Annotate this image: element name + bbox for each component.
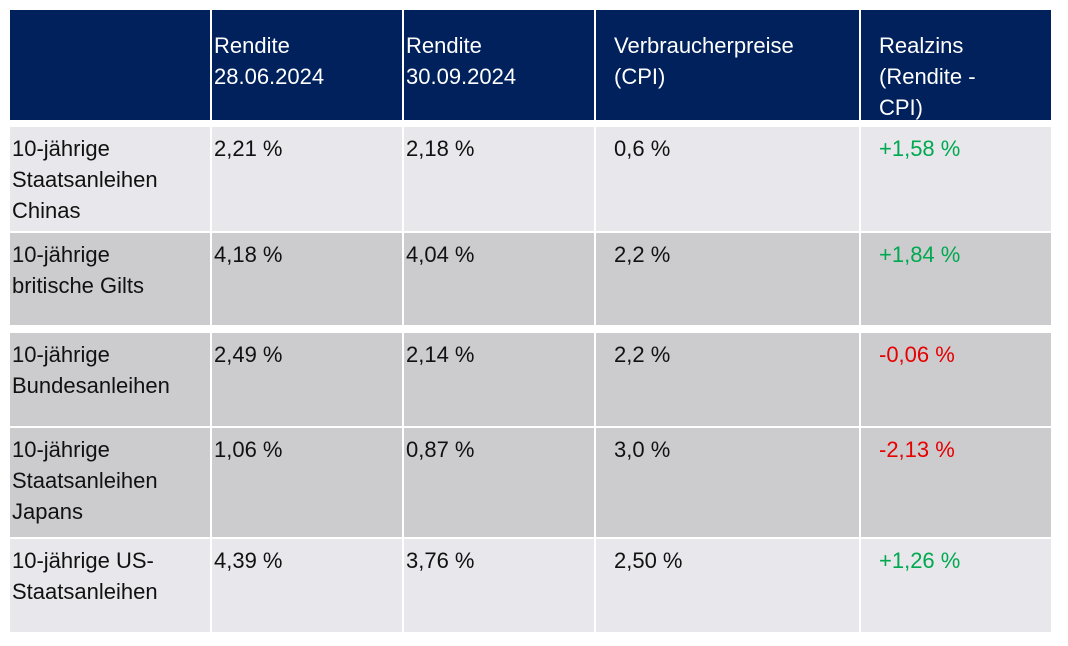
table-cell: +1,26 % [861,539,1051,632]
table-cell: 0,87 % [404,428,594,537]
table-cell: 3,0 % [596,428,859,537]
header-cell: Verbraucherpreise (CPI) [596,10,859,120]
table-cell: 2,21 % [212,127,402,231]
table-cell: 10-jährige britische Gilts [10,233,210,325]
table-cell: 1,06 % [212,428,402,537]
table-cell: 4,04 % [404,233,594,325]
table-cell: 10-jährige Staatsanleihen Japans [10,428,210,537]
table-cell: 4,18 % [212,233,402,325]
table-cell: -2,13 % [861,428,1051,537]
table-cell: 0,6 % [596,127,859,231]
table-cell: 2,2 % [596,233,859,325]
table-cell: +1,84 % [861,233,1051,325]
table-cell: 10-jährige US- Staatsanleihen [10,539,210,632]
table-cell: 2,18 % [404,127,594,231]
table-cell: 2,49 % [212,333,402,426]
table-cell: -0,06 % [861,333,1051,426]
table-cell: 2,50 % [596,539,859,632]
table-cell: 2,2 % [596,333,859,426]
header-cell: Rendite 28.06.2024 [212,10,402,120]
table-cell: 2,14 % [404,333,594,426]
header-cell: Rendite 30.09.2024 [404,10,594,120]
table-cell: +1,58 % [861,127,1051,231]
header-cell: Realzins (Rendite - CPI) [861,10,1051,120]
table-cell: 3,76 % [404,539,594,632]
table-cell: 10-jährige Bundesanleihen [10,333,210,426]
table-cell: 10-jährige Staatsanleihen Chinas [10,127,210,231]
header-cell [10,10,210,120]
table-cell: 4,39 % [212,539,402,632]
